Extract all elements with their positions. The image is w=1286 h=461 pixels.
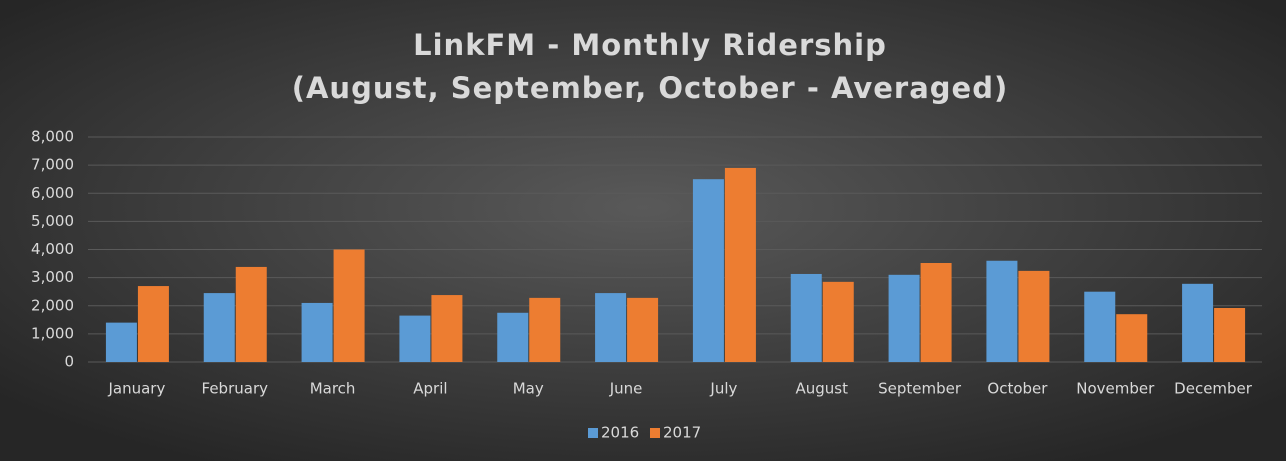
bar [497, 312, 529, 362]
bar [595, 293, 627, 362]
bar [986, 260, 1018, 362]
bar [790, 273, 822, 362]
legend-swatch [588, 428, 598, 438]
y-tick-label: 3,000 [31, 268, 74, 286]
bar [203, 293, 235, 362]
x-tick-label: April [413, 380, 447, 398]
bar [1084, 291, 1116, 362]
bar [333, 249, 365, 362]
bar [1214, 308, 1246, 362]
bar [137, 286, 169, 362]
bar [888, 274, 920, 362]
bar [431, 295, 463, 362]
x-tick-label: January [107, 380, 165, 398]
x-tick-label: August [796, 380, 849, 398]
bar [822, 281, 854, 362]
y-tick-label: 4,000 [31, 240, 74, 258]
x-tick-label: November [1076, 380, 1155, 398]
x-tick-label: December [1174, 380, 1253, 398]
chart-subtitle: (August, September, October - Averaged) [292, 71, 1009, 105]
y-tick-label: 2,000 [31, 296, 74, 314]
y-tick-label: 6,000 [31, 184, 74, 202]
bar [399, 315, 431, 362]
bar [724, 167, 756, 362]
y-tick-label: 1,000 [31, 324, 74, 342]
chart-title: LinkFM - Monthly Ridership [413, 28, 887, 62]
x-tick-label: February [202, 380, 269, 398]
y-tick-label: 5,000 [31, 212, 74, 230]
x-tick-label: October [987, 380, 1048, 398]
bar [920, 263, 952, 362]
bar [235, 266, 267, 362]
bar [1182, 283, 1214, 362]
bar [1018, 270, 1050, 362]
y-tick-label: 7,000 [31, 156, 74, 174]
y-tick-label: 0 [64, 353, 74, 371]
legend-label: 2017 [663, 424, 701, 442]
x-tick-label: June [609, 380, 643, 398]
bar [105, 322, 137, 362]
bar [301, 302, 333, 362]
y-tick-label: 8,000 [31, 128, 74, 146]
x-tick-label: May [513, 380, 544, 398]
x-tick-label: September [878, 380, 962, 398]
bar [692, 179, 724, 362]
legend-swatch [650, 428, 660, 438]
bar [529, 297, 561, 362]
legend-label: 2016 [601, 424, 639, 442]
bar [1116, 314, 1148, 362]
x-tick-label: July [709, 380, 737, 398]
x-tick-label: March [310, 380, 356, 398]
bar [627, 297, 659, 362]
